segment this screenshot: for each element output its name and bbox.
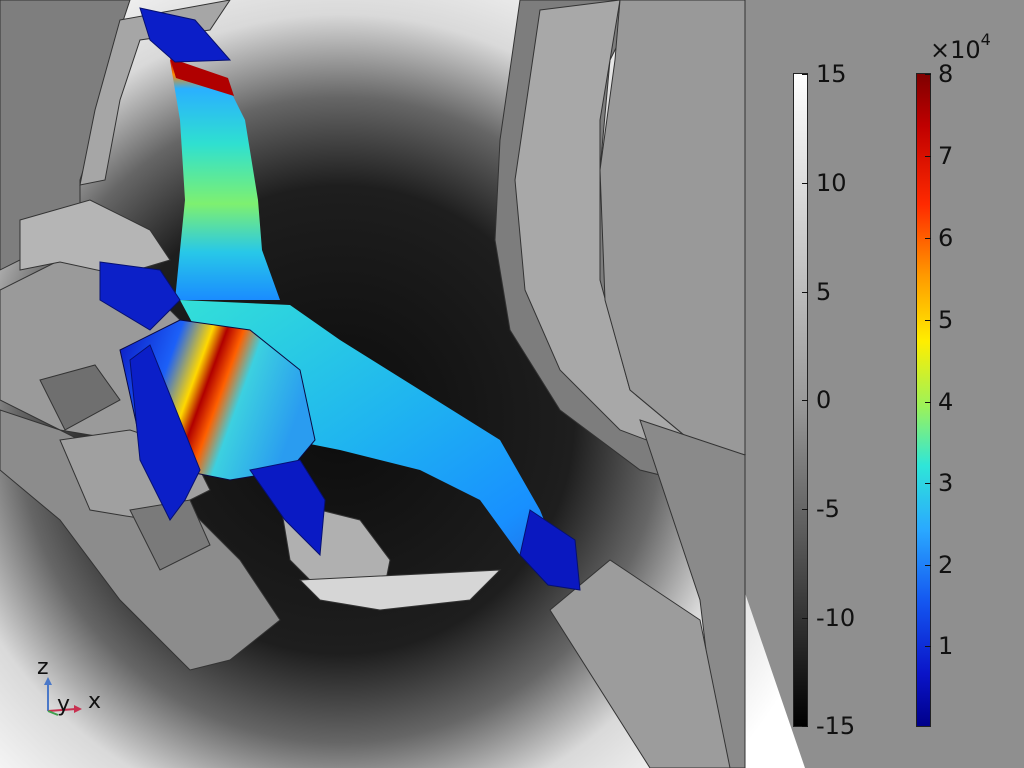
housing-left-top	[0, 0, 131, 271]
colorbar-rainbow-tick	[925, 483, 931, 484]
colorbar-rainbow-tick-label: 6	[938, 224, 954, 252]
colorbar-rainbow-tick-label: 7	[938, 142, 954, 170]
colorbar-rainbow-tick	[925, 646, 931, 647]
axis-y-label: y	[57, 692, 71, 717]
housing-right-face	[599, 0, 746, 456]
axis-triad-arrows	[44, 677, 82, 716]
blade-upper-root	[139, 7, 232, 63]
colorbar-grayscale-tick-label: 5	[816, 278, 832, 306]
blade-upper-tip-hotspot	[170, 58, 234, 96]
colorbar-rainbow-multiplier-base: ×10	[930, 36, 981, 64]
colorbar-rainbow-multiplier-exponent: 4	[980, 30, 991, 49]
colorbar-grayscale-tick	[802, 618, 808, 619]
blade-arm-root	[519, 509, 581, 591]
colorbar-rainbow-multiplier: ×104	[930, 30, 991, 64]
colorbar-grayscale-tick-label: -5	[816, 495, 840, 523]
hub-lower-root	[249, 459, 326, 557]
colorbar-rainbow-tick	[925, 320, 931, 321]
housing-right-lower	[639, 419, 746, 768]
colorbar-grayscale-tick-label: 0	[816, 386, 832, 414]
colorbar-rainbow-tick-label: 2	[938, 551, 954, 579]
colorbar-rainbow-tick	[925, 565, 931, 566]
colorbar-grayscale-tick-label: -10	[816, 604, 856, 632]
housing-lower-flange	[549, 559, 731, 768]
colorbar-grayscale-tick	[802, 74, 808, 75]
colorbar-rainbow-tick-label: 3	[938, 469, 954, 497]
colorbar-rainbow	[916, 73, 931, 727]
axis-x-label: x	[88, 689, 102, 714]
hub-ring-face	[129, 344, 201, 521]
colorbar-grayscale-tick	[802, 509, 808, 510]
axis-triad: z y x	[30, 655, 120, 725]
colorbar-rainbow-tick-label: 5	[938, 306, 954, 334]
colorbar-rainbow-tick-label: 4	[938, 388, 954, 416]
colorbar-rainbow-tick	[925, 402, 931, 403]
colorbar-rainbow-tick-label: 8	[938, 60, 954, 88]
housing-left-rim	[79, 0, 231, 186]
colorbar-grayscale-tick	[802, 183, 808, 184]
colorbar-grayscale-tick	[802, 726, 808, 727]
hub-upper-root	[99, 261, 181, 331]
shaft-notch	[39, 364, 121, 431]
colorbar-grayscale-tick-label: -15	[816, 712, 856, 740]
colorbar-grayscale-tick	[802, 400, 808, 401]
housing-right-body	[560, 0, 1024, 768]
colorbar-rainbow-tick	[925, 156, 931, 157]
colorbar-grayscale-tick	[802, 292, 808, 293]
colorbar-rainbow-tick	[925, 238, 931, 239]
colorbar-rainbow-tick-label: 1	[938, 632, 954, 660]
colorbar-rainbow-tick	[925, 74, 931, 75]
blade-upper	[170, 60, 280, 300]
colorbar-grayscale-tick-label: 10	[816, 169, 847, 197]
axis-z-label: z	[37, 655, 49, 680]
colorbar-grayscale-tick-label: 15	[816, 60, 847, 88]
shroud-lower-lip	[298, 569, 502, 611]
